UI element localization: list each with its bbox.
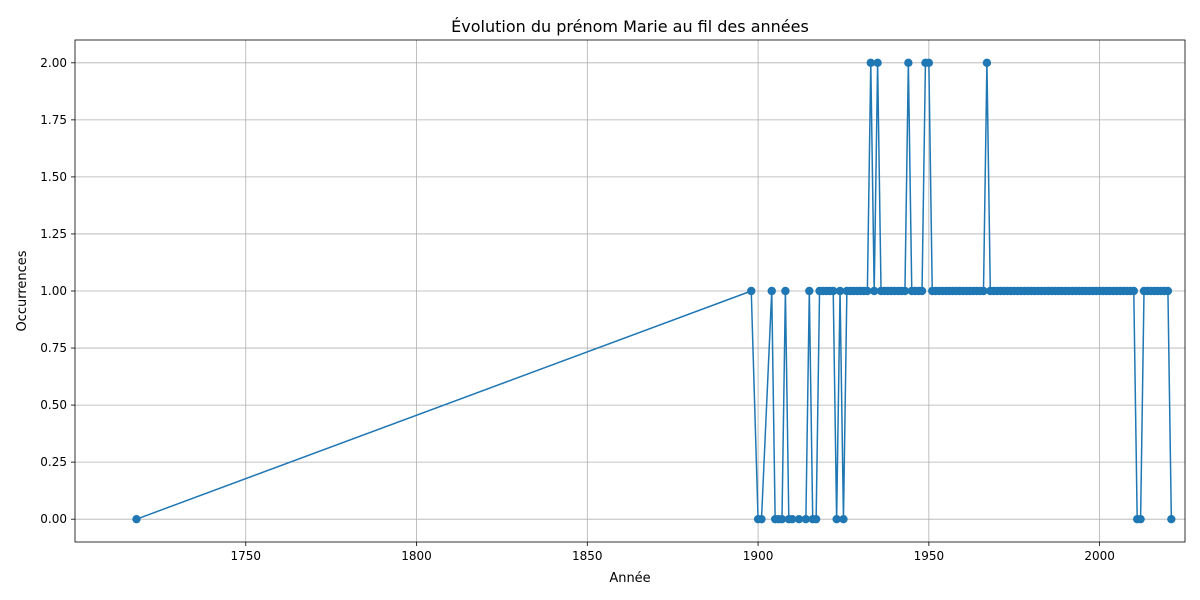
- data-point: [873, 58, 882, 68]
- series-layer: [132, 58, 1176, 524]
- data-point: [866, 58, 875, 68]
- axes: 1750 1800 1850 1900 1950 2000 0.00 0.25 0.50 0.75…: [40, 39, 1186, 563]
- data-point: [1129, 286, 1138, 296]
- data-point: [904, 58, 913, 68]
- data-point: [777, 514, 787, 524]
- y-tick-label: 0.50: [40, 398, 67, 412]
- data-point: [747, 286, 756, 296]
- y-tick-label: 1.00: [40, 284, 67, 298]
- y-axis-label: Occurrences: [15, 250, 30, 331]
- data-point: [767, 286, 776, 296]
- data-point: [1163, 286, 1173, 296]
- data-point: [788, 514, 797, 524]
- data-point: [979, 286, 988, 296]
- data-point: [805, 286, 814, 296]
- plot-frame: [74, 39, 1186, 543]
- x-tick-label: 1900: [743, 549, 774, 563]
- x-tick-label: 1850: [572, 549, 603, 563]
- y-tick-label: 0.00: [40, 512, 67, 526]
- data-point: [832, 514, 841, 524]
- y-tick-label: 1.25: [40, 227, 67, 241]
- data-point: [781, 286, 790, 296]
- data-point: [900, 286, 910, 296]
- chart-title: Évolution du prénom Marie au fil des ann…: [451, 17, 809, 36]
- y-tick-label: 1.75: [40, 113, 67, 127]
- data-point: [835, 286, 845, 296]
- data-point: [794, 514, 804, 524]
- data-point: [863, 286, 872, 296]
- data-point: [132, 514, 141, 524]
- y-tick-label: 1.50: [40, 170, 67, 184]
- data-point: [1167, 514, 1176, 524]
- data-point: [829, 286, 838, 296]
- x-tick-label: 1950: [914, 549, 945, 563]
- data-point: [982, 58, 992, 68]
- x-tick-label: 1750: [230, 549, 261, 563]
- x-axis-label: Année: [609, 571, 650, 586]
- x-tick-label: 1800: [401, 549, 432, 563]
- data-point: [917, 286, 927, 296]
- y-tick-label: 0.25: [40, 455, 67, 469]
- data-point: [839, 514, 848, 524]
- x-tick-label: 2000: [1084, 549, 1115, 563]
- y-tick-label: 2.00: [40, 56, 67, 70]
- data-point: [757, 514, 766, 524]
- data-point: [801, 514, 811, 524]
- data-point: [811, 514, 821, 524]
- data-point: [870, 286, 879, 296]
- data-point: [924, 58, 934, 68]
- y-tick-label: 0.75: [40, 341, 67, 355]
- data-point: [1136, 514, 1145, 524]
